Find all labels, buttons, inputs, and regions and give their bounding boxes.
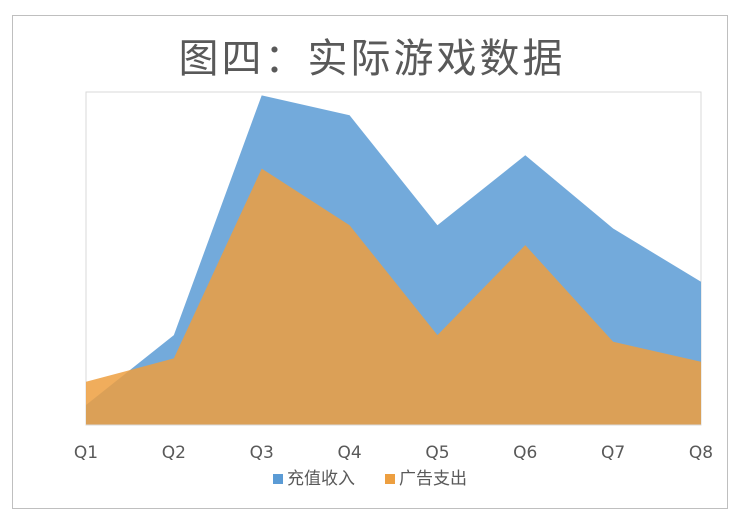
x-axis-ticks: Q1 Q2 Q3 Q4 Q5 Q6 Q7 Q8 — [74, 443, 713, 463]
x-tick-label: Q8 — [689, 443, 713, 463]
x-tick-label: Q6 — [513, 443, 537, 463]
x-tick-label: Q4 — [337, 443, 361, 463]
legend-label-1: 充值收入 — [287, 469, 355, 489]
legend-label-2: 广告支出 — [399, 469, 467, 489]
x-tick-label: Q3 — [250, 443, 274, 463]
legend-swatch-1 — [273, 474, 283, 484]
series-areas — [85, 95, 702, 425]
x-tick-label: Q7 — [601, 443, 625, 463]
x-tick-label: Q1 — [74, 443, 98, 463]
legend: 充值收入 广告支出 — [273, 469, 467, 489]
legend-swatch-2 — [385, 474, 395, 484]
x-tick-label: Q2 — [162, 443, 186, 463]
x-tick-label: Q5 — [425, 443, 449, 463]
series-area-2 — [86, 168, 701, 425]
chart-title: 图四：实际游戏数据 — [179, 36, 566, 82]
